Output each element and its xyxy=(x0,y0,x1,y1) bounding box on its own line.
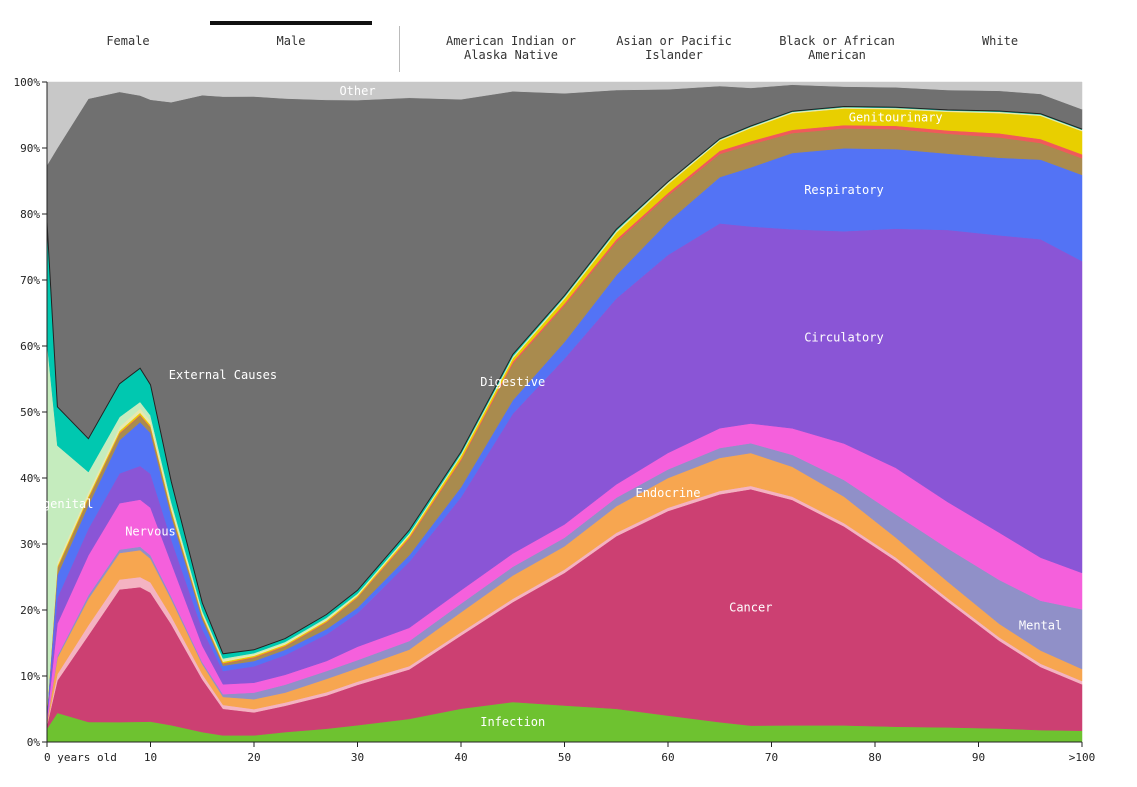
tab-white[interactable]: White xyxy=(981,34,1019,48)
tab-group-divider xyxy=(399,26,400,72)
x-tick-label: 40 xyxy=(454,751,467,764)
label-other: Other xyxy=(339,84,375,98)
y-tick-label: 100% xyxy=(14,76,41,89)
area-labels: Other External Causes Congenital Nervous Dig… xyxy=(21,84,1062,729)
label-nervous: Nervous xyxy=(125,525,176,539)
y-tick-label: 10% xyxy=(20,670,40,683)
y-tick-label: 30% xyxy=(20,538,40,551)
y-tick-label: 0% xyxy=(27,736,41,749)
label-genitourinary: Genitourinary xyxy=(849,111,943,125)
external-causes-outline xyxy=(46,105,1083,655)
area-other[interactable] xyxy=(46,81,1083,167)
tab-male[interactable]: Male xyxy=(276,34,306,48)
label-digestive: Digestive xyxy=(480,375,545,389)
label-circulatory: Circulatory xyxy=(804,330,883,344)
label-congenital: Congenital xyxy=(21,497,93,511)
x-tick-label: 0 years old xyxy=(44,751,117,764)
y-tick-label: 40% xyxy=(20,472,40,485)
x-tick-label: 50 xyxy=(558,751,571,764)
tab-american-indian[interactable]: American Indian or Alaska Native xyxy=(445,34,577,62)
tab-black-african-american[interactable]: Black or African American xyxy=(779,34,895,62)
label-respiratory: Respiratory xyxy=(804,183,883,197)
tab-female[interactable]: Female xyxy=(106,34,150,48)
label-cancer: Cancer xyxy=(729,600,772,614)
x-tick-label: 70 xyxy=(765,751,778,764)
y-tick-label: 50% xyxy=(20,406,40,419)
label-mental: Mental xyxy=(1019,619,1062,633)
area-layers xyxy=(46,81,1083,743)
label-infection: Infection xyxy=(480,715,545,729)
label-external-causes: External Causes xyxy=(169,368,277,382)
y-tick-label: 90% xyxy=(20,142,40,155)
x-tick-label: 60 xyxy=(661,751,674,764)
label-endocrine: Endocrine xyxy=(635,486,700,500)
x-tick-label: 20 xyxy=(247,751,260,764)
x-tick-label: >100 xyxy=(1069,751,1096,764)
x-tick-label: 30 xyxy=(351,751,364,764)
axes: 0% 10% 20% 30% 40% 50% 60% 70% 80% 90% 100% 0 years… xyxy=(14,76,1096,764)
tab-asian-pacific[interactable]: Asian or Pacific Islander xyxy=(616,34,732,62)
y-tick-label: 80% xyxy=(20,208,40,221)
x-tick-label: 10 xyxy=(144,751,157,764)
y-tick-label: 70% xyxy=(20,274,40,287)
x-tick-label: 90 xyxy=(972,751,985,764)
demographic-tabs: Female Male American Indian or Alaska Na… xyxy=(0,0,1137,80)
active-tab-indicator xyxy=(210,21,372,25)
x-tick-label: 80 xyxy=(868,751,881,764)
y-tick-label: 60% xyxy=(20,340,40,353)
y-tick-label: 20% xyxy=(20,604,40,617)
